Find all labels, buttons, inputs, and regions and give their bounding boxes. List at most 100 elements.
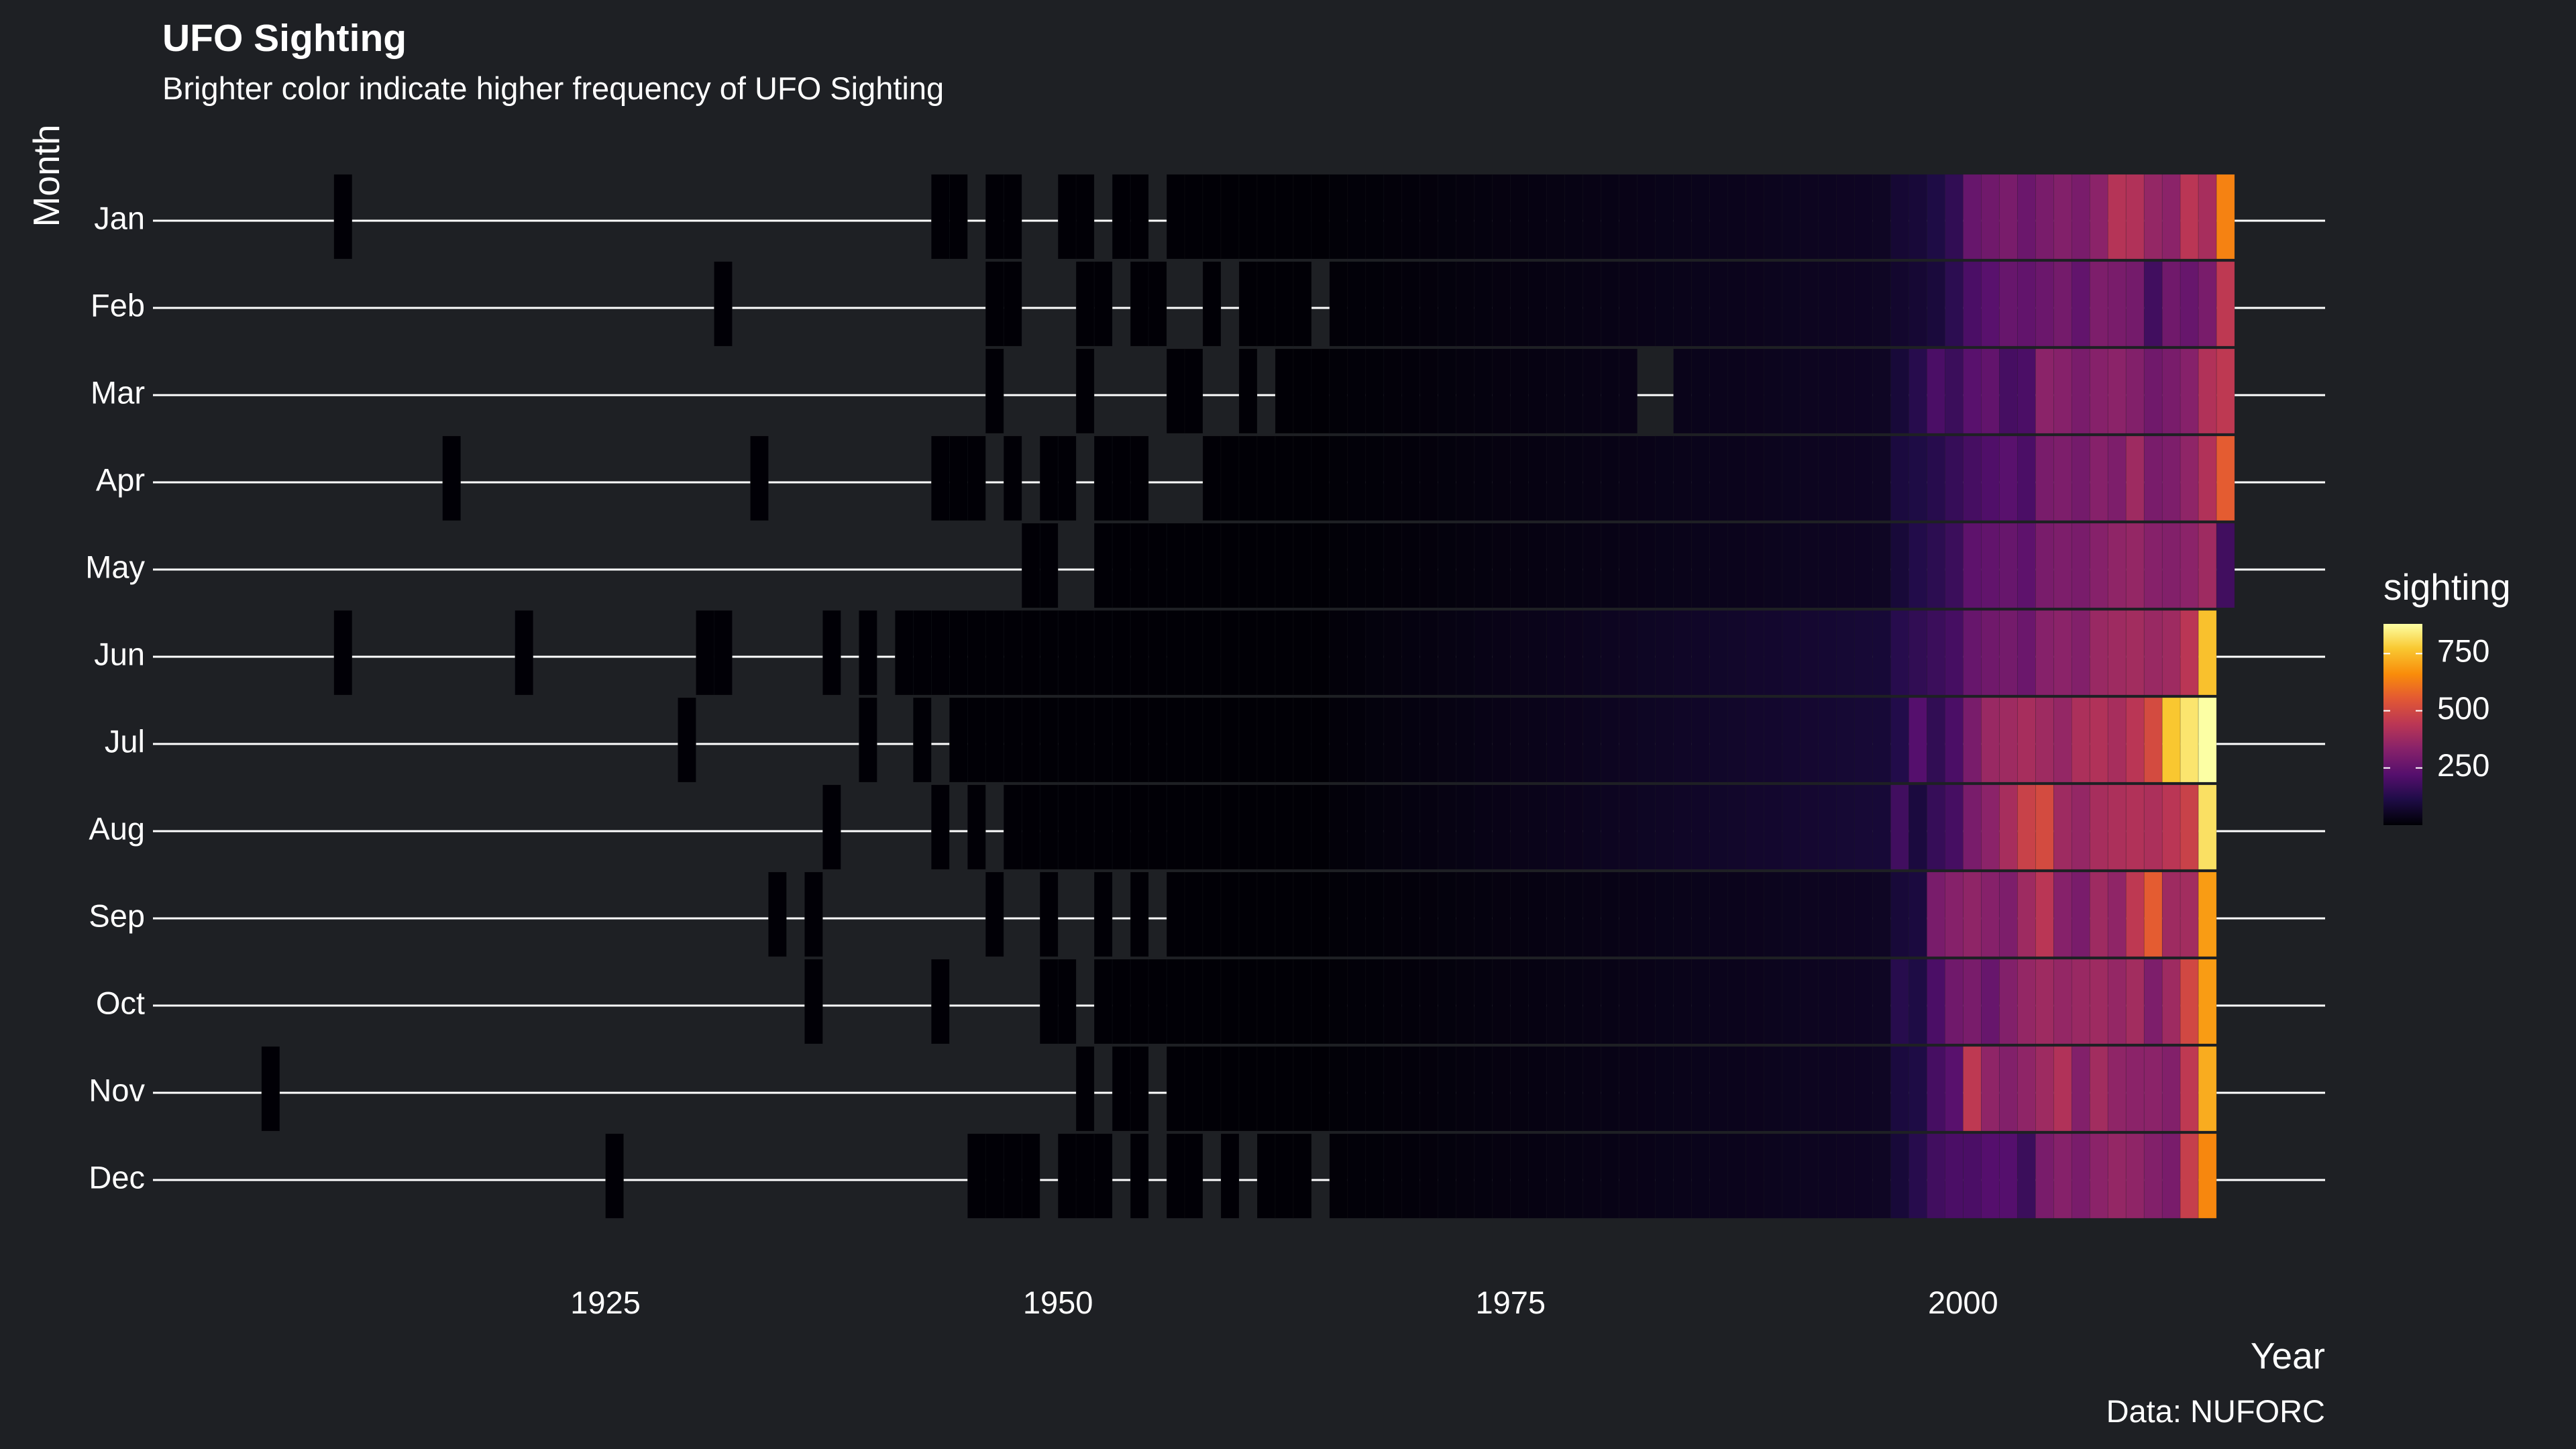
- cell-mar-1978: [1564, 348, 1583, 434]
- cell-aug-1992: [1818, 784, 1837, 870]
- cell-sep-1978: [1564, 871, 1583, 957]
- cell-apr-1970: [1419, 435, 1439, 521]
- cell-sep-1998: [1927, 871, 1945, 957]
- cell-nov-1980: [1601, 1046, 1619, 1132]
- cell-nov-2003: [2017, 1046, 2036, 1132]
- cell-jun-1966: [1347, 610, 1366, 696]
- cell-mar-1977: [1546, 348, 1565, 434]
- cell-nov-1982: [1637, 1046, 1656, 1132]
- cell-mar-1994: [1854, 348, 1873, 434]
- cell-may-2011: [2161, 523, 2181, 608]
- cell-jan-1996: [1890, 174, 1909, 260]
- cell-jul-1929: [678, 697, 696, 783]
- cell-jan-1993: [1836, 174, 1855, 260]
- cell-aug-2012: [2180, 784, 2199, 870]
- cell-nov-1967: [1365, 1046, 1385, 1132]
- cell-jul-1984: [1673, 697, 1692, 783]
- cell-feb-2011: [2161, 261, 2181, 347]
- cell-dec-2013: [2198, 1133, 2217, 1219]
- cell-sep-1993: [1836, 871, 1855, 957]
- cell-jun-1991: [1800, 610, 1819, 696]
- cell-mar-1972: [1456, 348, 1475, 434]
- cell-jan-1989: [1764, 174, 1782, 260]
- cell-oct-1986: [1709, 959, 1728, 1044]
- cell-jul-1991: [1800, 697, 1819, 783]
- cell-mar-1986: [1709, 348, 1728, 434]
- cell-may-1956: [1166, 523, 1185, 608]
- cell-dec-1968: [1383, 1133, 1403, 1219]
- cell-nov-1970: [1419, 1046, 1439, 1132]
- cell-oct-2000: [1963, 959, 1982, 1044]
- cell-jan-1969: [1401, 174, 1421, 260]
- cell-may-1959: [1220, 523, 1240, 608]
- cell-feb-1967: [1365, 261, 1385, 347]
- cell-aug-1981: [1619, 784, 1638, 870]
- cell-may-1948: [1021, 523, 1040, 608]
- cell-dec-1947: [1003, 1133, 1022, 1219]
- cell-sep-1994: [1854, 871, 1873, 957]
- cell-nov-1994: [1854, 1046, 1873, 1132]
- cell-oct-1964: [1311, 959, 1330, 1044]
- cell-may-2005: [2053, 523, 2072, 608]
- cell-nov-2000: [1963, 1046, 1982, 1132]
- cell-sep-2003: [2017, 871, 2036, 957]
- cell-apr-1994: [1854, 435, 1873, 521]
- cell-dec-1948: [1021, 1133, 1040, 1219]
- cell-aug-1966: [1347, 784, 1366, 870]
- cell-nov-1957: [1184, 1046, 1203, 1132]
- cell-feb-1972: [1456, 261, 1475, 347]
- cell-apr-1986: [1709, 435, 1728, 521]
- cell-apr-1983: [1655, 435, 1674, 521]
- cell-oct-1977: [1546, 959, 1565, 1044]
- cell-jan-1980: [1601, 174, 1619, 260]
- cell-mar-1960: [1238, 348, 1258, 434]
- cell-apr-1988: [1746, 435, 1764, 521]
- cell-jun-1963: [1293, 610, 1312, 696]
- cell-dec-1967: [1365, 1133, 1385, 1219]
- cell-jun-1937: [822, 610, 841, 696]
- cell-feb-1958: [1202, 261, 1222, 347]
- cell-nov-1960: [1238, 1046, 1258, 1132]
- cell-feb-1965: [1329, 261, 1348, 347]
- cell-jul-1992: [1818, 697, 1837, 783]
- cell-may-1999: [1945, 523, 1964, 608]
- cell-jun-1955: [1148, 610, 1167, 696]
- cell-sep-1936: [804, 871, 823, 957]
- cell-nov-1972: [1456, 1046, 1475, 1132]
- cell-feb-2003: [2017, 261, 2036, 347]
- cell-may-2008: [2107, 523, 2127, 608]
- chart-subtitle: Brighter color indicate higher frequency…: [162, 70, 944, 106]
- cell-jun-1995: [1872, 610, 1891, 696]
- cell-dec-1989: [1764, 1133, 1782, 1219]
- cell-nov-1906: [261, 1046, 280, 1132]
- cell-jan-1963: [1293, 174, 1312, 260]
- cell-mar-1969: [1401, 348, 1421, 434]
- cell-feb-1980: [1601, 261, 1619, 347]
- cell-jul-1983: [1655, 697, 1674, 783]
- cell-oct-1943: [931, 959, 950, 1044]
- cell-jun-1949: [1039, 610, 1059, 696]
- cell-may-2007: [2089, 523, 2108, 608]
- y-tick-label-feb: Feb: [91, 287, 145, 323]
- cell-jun-1950: [1057, 610, 1077, 696]
- cell-jul-1976: [1528, 697, 1547, 783]
- cell-feb-1991: [1800, 261, 1819, 347]
- cell-jul-1953: [1112, 697, 1131, 783]
- cell-may-1976: [1528, 523, 1547, 608]
- x-tick-label-1975: 1975: [1475, 1285, 1546, 1320]
- cell-feb-1975: [1510, 261, 1529, 347]
- y-tick-labels: Jan Feb Mar Apr May Jun Jul Aug Sep Oct Nov Dec: [85, 200, 145, 1195]
- cell-jun-1977: [1546, 610, 1565, 696]
- cell-nov-1968: [1383, 1046, 1403, 1132]
- cell-aug-2008: [2107, 784, 2127, 870]
- cell-jan-1977: [1546, 174, 1565, 260]
- cell-may-1987: [1727, 523, 1746, 608]
- cell-sep-1934: [768, 871, 787, 957]
- cell-nov-1974: [1492, 1046, 1511, 1132]
- cell-aug-1987: [1727, 784, 1746, 870]
- cell-aug-1949: [1039, 784, 1059, 870]
- cell-jun-1973: [1474, 610, 1493, 696]
- cell-dec-2006: [2071, 1133, 2090, 1219]
- cell-jan-2006: [2071, 174, 2090, 260]
- cell-apr-1982: [1637, 435, 1656, 521]
